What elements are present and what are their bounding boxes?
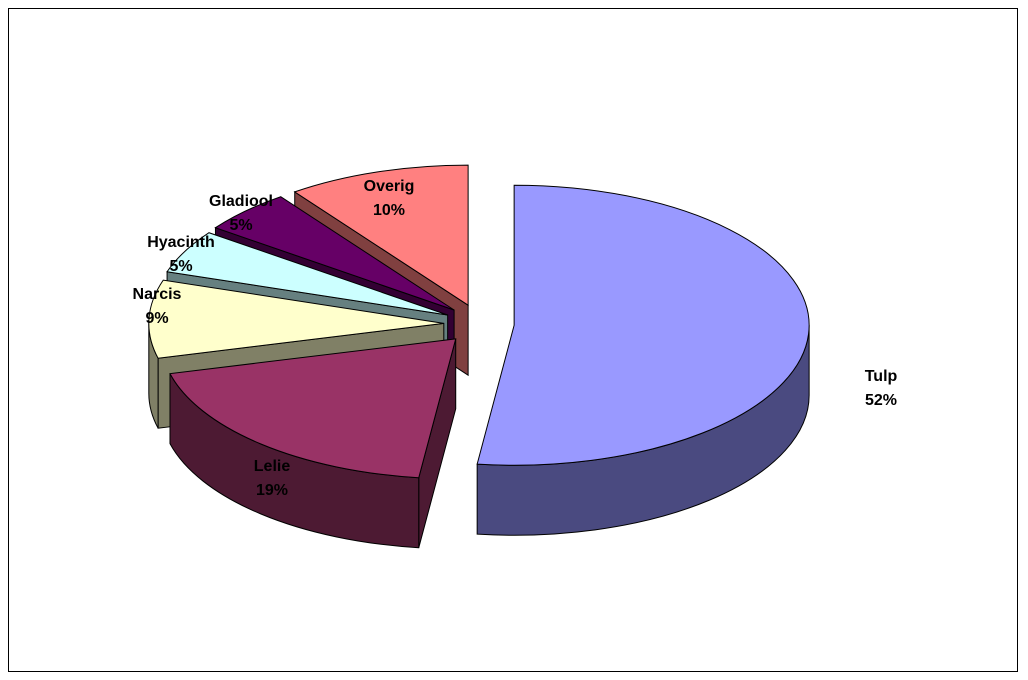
slice-name-label: Gladiool — [209, 193, 273, 210]
slice-name-label: Hyacinth — [147, 234, 215, 251]
data-label-tulp: Tulp 52% — [865, 368, 898, 409]
chart-frame: Tulp 52% Lelie 19% Narcis 9% Hyacinth 5% Gladioo… — [8, 8, 1018, 672]
slice-top — [148, 279, 444, 359]
pie-slice-tulp — [476, 184, 810, 536]
data-label-hyacinth: Hyacinth 5% — [147, 234, 215, 275]
slice-name-label: Lelie — [254, 458, 291, 475]
slice-percent-label: 9% — [145, 310, 168, 327]
slice-name-label: Tulp — [865, 368, 898, 385]
slice-top — [476, 184, 810, 466]
slice-top — [293, 164, 469, 307]
slice-name-label: Overig — [364, 178, 415, 195]
slice-percent-label: 19% — [256, 482, 288, 499]
slice-percent-label: 52% — [865, 392, 897, 409]
data-label-narcis: Narcis 9% — [133, 286, 182, 327]
slice-name-label: Narcis — [133, 286, 182, 303]
slice-percent-label: 5% — [229, 217, 252, 234]
pie-chart: Tulp 52%Lelie 19%Narcis 9%Hyacinth 5%Gladioo… — [133, 164, 898, 549]
slice-top — [214, 196, 455, 311]
data-label-lelie: Lelie 19% — [254, 458, 291, 499]
slice-percent-label: 10% — [373, 202, 405, 219]
slice-top — [169, 338, 457, 479]
pie-slice-lelie — [169, 338, 457, 549]
slice-percent-label: 5% — [169, 258, 192, 275]
slice-top — [166, 232, 448, 316]
data-label-gladiool: Gladiool 5% — [209, 193, 273, 234]
data-label-overig: Overig 10% — [364, 178, 415, 219]
